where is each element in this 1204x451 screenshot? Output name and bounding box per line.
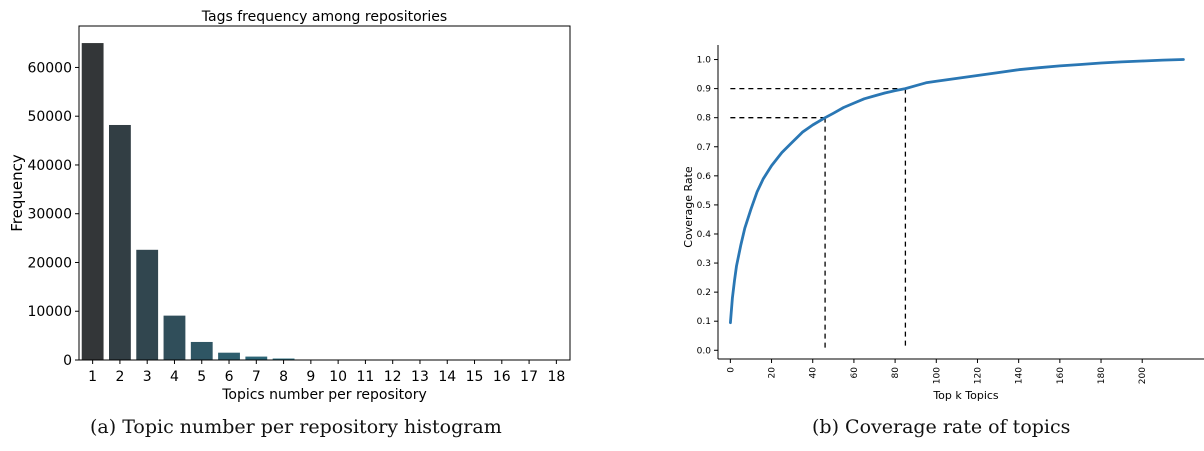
x-tick-label: 180 bbox=[1097, 367, 1107, 384]
bar-4 bbox=[163, 315, 186, 360]
bar-5 bbox=[190, 341, 213, 360]
plot-frame bbox=[78, 25, 571, 361]
x-tick-label: 2 bbox=[115, 369, 124, 385]
y-tick-label: 0.0 bbox=[697, 346, 712, 356]
x-tick-label: 120 bbox=[973, 367, 983, 384]
x-tick-label: 0 bbox=[726, 367, 736, 373]
y-tick-label: 40000 bbox=[27, 158, 72, 174]
x-tick-label: 13 bbox=[411, 369, 429, 385]
x-tick-label: 17 bbox=[520, 369, 538, 385]
y-tick-label: 0.9 bbox=[697, 85, 712, 95]
caption-a: (a) Topic number per repository histogra… bbox=[90, 416, 502, 438]
x-tick-label: 60 bbox=[850, 367, 860, 379]
x-axis-label: Topics number per repository bbox=[221, 387, 427, 403]
y-tick-label: 0.4 bbox=[697, 230, 712, 240]
bar-2 bbox=[109, 124, 131, 360]
x-tick-label: 5 bbox=[197, 369, 206, 385]
x-tick-label: 11 bbox=[357, 369, 375, 385]
y-tick-label: 1.0 bbox=[697, 56, 712, 66]
x-tick-label: 8 bbox=[279, 369, 288, 385]
x-tick-label: 6 bbox=[225, 369, 234, 385]
bar-1 bbox=[81, 43, 104, 360]
y-tick-label: 0.2 bbox=[697, 288, 711, 298]
coverage-chart: 0.0 0.1 0.2 0.3 0.4 0.5 0.6 0.7 0.8 0.9 1.0 0 20 40 60… bbox=[682, 45, 1204, 402]
x-tick-label: 7 bbox=[252, 369, 261, 385]
caption-b: (b) Coverage rate of topics bbox=[812, 416, 1071, 438]
chart-title: Tags frequency among repositories bbox=[201, 9, 447, 25]
bar-3 bbox=[136, 249, 159, 360]
y-tick-label: 0.5 bbox=[697, 201, 711, 211]
bar-7 bbox=[245, 356, 268, 360]
bar-8 bbox=[272, 358, 295, 360]
x-tick-label: 100 bbox=[932, 367, 942, 384]
x-tick-label: 140 bbox=[1015, 367, 1025, 384]
x-tick-label: 14 bbox=[438, 369, 456, 385]
y-tick-label: 30000 bbox=[27, 207, 72, 223]
x-axis-label: Top k Topics bbox=[932, 389, 999, 402]
x-tick-label: 12 bbox=[384, 369, 402, 385]
bar-6 bbox=[218, 352, 240, 360]
y-tick-label: 0.6 bbox=[697, 172, 712, 182]
x-tick-label: 40 bbox=[809, 367, 819, 379]
x-tick-label: 10 bbox=[329, 369, 347, 385]
y-axis-label: Coverage Rate bbox=[682, 166, 695, 248]
x-tick-label: 15 bbox=[466, 369, 484, 385]
histogram-chart: 1 2 3 4 5 6 7 8 9 10 11 12 13 14 15 16 17 180100002000030… bbox=[8, 9, 571, 403]
x-tick-label: 1 bbox=[88, 369, 97, 385]
x-tick-label: 4 bbox=[170, 369, 179, 385]
y-tick-label: 60000 bbox=[27, 60, 72, 76]
y-tick-label: 10000 bbox=[27, 304, 72, 320]
x-tick-label: 160 bbox=[1056, 367, 1066, 384]
y-tick-label: 20000 bbox=[27, 255, 72, 271]
coverage-line bbox=[729, 58, 1185, 325]
x-tick-label: 80 bbox=[891, 367, 901, 379]
y-tick-label: 0.1 bbox=[697, 317, 711, 327]
y-tick-label: 0.3 bbox=[697, 259, 711, 269]
y-tick-label: 50000 bbox=[27, 109, 72, 125]
y-tick-label: 0.8 bbox=[697, 114, 712, 124]
y-tick-label: 0 bbox=[63, 353, 72, 369]
x-tick-label: 3 bbox=[143, 369, 152, 385]
x-tick-label: 9 bbox=[306, 369, 315, 385]
x-tick-label: 20 bbox=[768, 367, 778, 379]
y-axis-label: Frequency bbox=[8, 154, 26, 232]
y-tick-label: 0.7 bbox=[697, 143, 711, 153]
x-tick-label: 18 bbox=[547, 369, 565, 385]
x-tick-label: 16 bbox=[493, 369, 511, 385]
x-tick-label: 200 bbox=[1138, 367, 1148, 384]
